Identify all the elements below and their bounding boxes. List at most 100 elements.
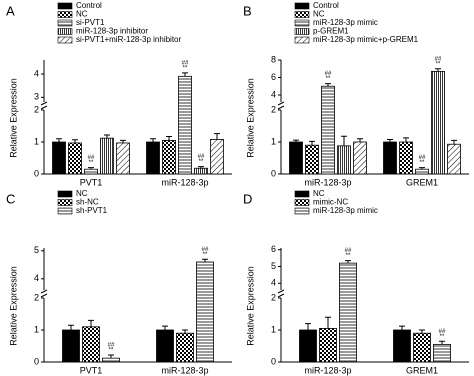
bar: [413, 332, 431, 363]
y-tick-label: 1: [34, 324, 39, 334]
bar: [176, 332, 194, 363]
legend-label: mimic-NC: [313, 198, 348, 207]
legend-swatch: [294, 19, 310, 27]
error-bar: [325, 316, 331, 329]
error-bar: [88, 167, 94, 170]
legend-label: miR-128-3p inhibitor: [76, 27, 148, 36]
significance-label: **: [346, 253, 351, 259]
bar: [337, 145, 351, 175]
error-bar: [108, 354, 114, 359]
significance-label: ##: [198, 154, 205, 160]
legend-label: NC: [313, 189, 325, 198]
x-tick-label: GREM1: [406, 177, 438, 187]
y-tick-label: 0: [34, 168, 39, 178]
y-tick-label: 1: [271, 136, 276, 146]
bar: [194, 167, 208, 175]
bar: [196, 261, 214, 363]
bar: [82, 326, 100, 363]
significance-label: ##: [439, 329, 446, 335]
error-bar: [202, 258, 208, 262]
bar: [102, 357, 120, 363]
panel-label: C: [6, 191, 15, 206]
error-bar: [325, 83, 331, 87]
error-bar: [198, 166, 204, 169]
significance-label: ##: [182, 60, 189, 66]
y-tick-label: 2: [271, 292, 276, 302]
x-tick-label: PVT1: [80, 365, 103, 375]
y-axis-label: Relative Expression: [245, 266, 255, 346]
bar: [353, 141, 367, 175]
x-tick-label: miR-128-3p: [304, 365, 351, 375]
error-bar: [120, 139, 126, 143]
y-tick-label: 6: [271, 244, 276, 254]
significance-label: ##: [435, 56, 442, 62]
legend-label: sh-NC: [76, 198, 99, 207]
y-tick-label: 4: [34, 68, 39, 78]
bar: [210, 139, 224, 175]
y-tick-label: 6: [271, 72, 276, 82]
bar: [393, 329, 411, 363]
bar: [305, 144, 319, 175]
bar: [299, 329, 317, 363]
bar: [178, 75, 192, 175]
bar: [68, 142, 82, 175]
bar: [339, 262, 357, 363]
legend-label: NC: [76, 189, 88, 198]
bar: [84, 168, 98, 175]
significance-label: **: [89, 160, 94, 166]
bar: [52, 141, 66, 175]
y-tick-label: 5: [271, 261, 276, 271]
axis-break: [40, 105, 48, 110]
error-bar: [305, 323, 311, 330]
error-bar: [387, 138, 393, 142]
legend-label: NC: [76, 10, 88, 19]
y-tick-label: 2: [34, 104, 39, 114]
error-bar: [399, 325, 405, 330]
error-bar: [214, 133, 220, 140]
y-tick-label: 4: [34, 273, 39, 283]
significance-label: ##: [325, 71, 332, 77]
x-tick-label: miR-128-3p: [161, 365, 208, 375]
error-bar: [104, 134, 110, 139]
legend-swatch: [294, 36, 310, 44]
bar: [433, 343, 451, 363]
y-tick-label: 0: [271, 356, 276, 366]
significance-label: **: [420, 160, 425, 166]
error-bar: [345, 260, 351, 264]
legend-swatch: [57, 19, 73, 27]
x-tick-label: GREM1: [406, 365, 438, 375]
legend-swatch: [294, 190, 310, 198]
error-bar: [68, 324, 74, 330]
y-axis-label: Relative Expression: [8, 266, 18, 346]
bar: [415, 168, 429, 175]
legend-label: si-PVT1: [76, 18, 105, 27]
x-tick-label: PVT1: [80, 177, 103, 187]
significance-label: ##: [202, 247, 209, 253]
legend-swatch: [294, 28, 310, 35]
y-tick-label: 2: [34, 292, 39, 302]
bar: [162, 139, 176, 175]
axis-break: [40, 289, 48, 294]
significance-label: **: [183, 65, 188, 71]
legend-swatch: [294, 2, 310, 10]
axis-break: [277, 101, 285, 106]
legend-swatch: [57, 2, 73, 10]
legend-swatch: [294, 207, 310, 215]
error-bar: [293, 139, 299, 142]
panel-label: B: [243, 3, 252, 18]
significance-label: **: [436, 61, 441, 67]
legend-label: miR-128-3p mimic: [313, 206, 378, 215]
bar: [146, 141, 160, 175]
bar: [156, 329, 174, 363]
legend-label: Control: [313, 1, 339, 10]
legend-swatch: [57, 28, 73, 35]
legend-swatch: [57, 199, 73, 206]
y-tick-label: 4: [271, 89, 276, 99]
error-bar: [435, 68, 441, 72]
legend-swatch: [294, 199, 310, 206]
axis-break: [40, 293, 48, 298]
significance-label: ##: [345, 248, 352, 254]
significance-label: **: [199, 159, 204, 165]
error-bar: [182, 72, 188, 77]
